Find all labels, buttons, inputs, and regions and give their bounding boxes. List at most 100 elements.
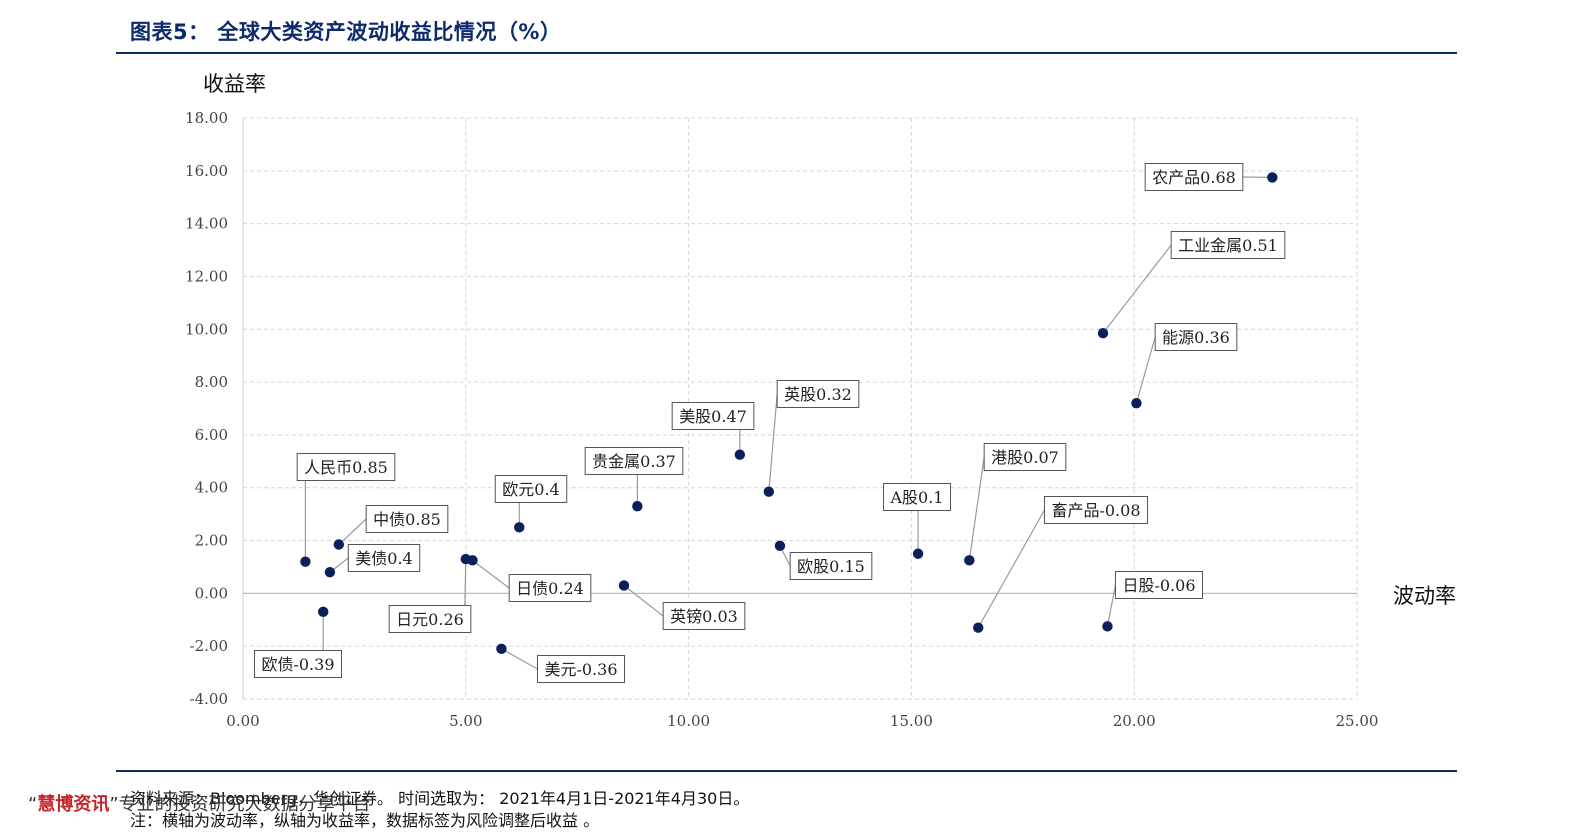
y-tick-label: 4.00 — [195, 479, 228, 497]
data-point — [632, 501, 643, 512]
data-label: 美债0.4 — [355, 549, 412, 568]
label-leader-line — [472, 559, 510, 589]
data-label: 农产品0.68 — [1152, 168, 1236, 187]
data-label-box — [1144, 163, 1244, 191]
y-tick-label: 18.00 — [185, 109, 228, 127]
x-tick-label: 5.00 — [449, 712, 482, 730]
label-leader-line — [501, 648, 538, 670]
data-label-box — [494, 475, 568, 503]
chart-title: 图表5： 全球大类资产波动收益比情况（%） — [130, 20, 562, 44]
data-label-box — [347, 544, 421, 572]
data-point — [467, 555, 478, 566]
y-tick-label: 2.00 — [195, 532, 228, 550]
data-label-box — [388, 605, 472, 633]
data-point — [964, 555, 975, 566]
data-point — [774, 540, 786, 552]
data-label-box — [365, 505, 449, 533]
data-label: A股0.1 — [889, 488, 943, 507]
data-label: 中债0.85 — [373, 510, 441, 529]
watermark-text: 专业的投资研究大数据分享平台 — [118, 794, 371, 815]
y-tick-label: 16.00 — [185, 162, 228, 180]
data-point — [318, 606, 329, 618]
source-note: 资料来源：Bloomberg，华创证券。 时间选取为： 2021年4月1日-20… — [130, 789, 750, 808]
watermark-quote-open: “ — [28, 794, 38, 815]
data-label-box — [1170, 231, 1286, 259]
footer-divider — [116, 770, 1457, 772]
data-label-box — [584, 447, 684, 475]
x-tick-label: 10.00 — [667, 712, 710, 730]
label-leader-line — [338, 518, 367, 545]
scatter-chart: 0.00 5.00 10.00 15.00 20.00 25.00 18.00 16.00 14… — [185, 72, 1456, 730]
data-label-box — [508, 574, 592, 602]
data-point — [1102, 621, 1113, 632]
data-point — [1131, 398, 1142, 409]
y-tick-label: 10.00 — [185, 320, 228, 338]
data-label: 美元-0.36 — [544, 660, 617, 679]
data-label-box — [1043, 496, 1149, 524]
data-label: 欧元0.4 — [502, 480, 559, 499]
x-tick-label: 25.00 — [1336, 712, 1379, 730]
data-label-box — [983, 443, 1067, 471]
data-point — [912, 548, 924, 559]
y-tick-label: 6.00 — [195, 426, 228, 444]
y-tick-label: 12.00 — [185, 267, 228, 285]
data-point — [496, 643, 507, 655]
label-leader-line — [1102, 244, 1172, 334]
data-point — [618, 580, 630, 591]
axis-note: 注：横轴为波动率，纵轴为收益率，数据标签为风险调整后收益 。 — [130, 811, 600, 830]
data-label: 港股0.07 — [991, 448, 1059, 467]
data-label-box — [253, 650, 343, 678]
data-label: 英股0.32 — [784, 385, 852, 404]
y-tick-label: -4.00 — [190, 690, 228, 708]
data-label: 日债0.24 — [516, 579, 584, 598]
x-axis-title: 波动率 — [1393, 584, 1456, 608]
data-label: 美股0.47 — [679, 407, 747, 426]
data-label: 日股-0.06 — [1122, 576, 1195, 595]
data-label-box — [671, 402, 755, 430]
data-label: 贵金属0.37 — [592, 452, 676, 471]
label-leader-line — [968, 456, 985, 561]
data-label: 日元0.26 — [396, 610, 464, 629]
data-point — [333, 539, 345, 550]
data-point — [1097, 328, 1109, 339]
data-label-box — [789, 552, 873, 580]
data-point — [763, 486, 775, 497]
data-label: 能源0.36 — [1162, 328, 1230, 347]
data-label-box — [536, 655, 626, 683]
label-leader-line — [768, 393, 778, 492]
data-point — [514, 522, 525, 533]
data-point — [973, 622, 984, 633]
data-label-box — [1114, 571, 1204, 599]
data-label: 畜产品-0.08 — [1051, 501, 1140, 520]
data-label: 欧股0.15 — [797, 557, 865, 576]
header-divider — [116, 52, 1457, 54]
data-label-box — [1154, 323, 1238, 351]
data-label-box — [296, 453, 396, 481]
label-leader-line — [623, 584, 664, 617]
data-point — [734, 449, 746, 460]
data-label-box — [882, 483, 952, 511]
y-tick-label: -2.00 — [190, 637, 228, 655]
y-axis-title: 收益率 — [203, 72, 266, 96]
label-leader-line — [1135, 336, 1156, 404]
label-leader-line — [1106, 584, 1117, 627]
x-tick-label: 15.00 — [890, 712, 933, 730]
watermark: “慧博资讯”专业的投资研究大数据分享平台 — [28, 790, 371, 816]
watermark-brand: 慧博资讯 — [37, 794, 110, 815]
data-point — [1267, 172, 1278, 183]
data-label-box — [662, 602, 746, 630]
data-point — [300, 556, 311, 567]
label-leader-line — [464, 559, 467, 606]
y-tick-label: 0.00 — [195, 584, 228, 602]
data-points-layer: 农产品0.68 工业金属0.51 能源0.36 美股0.47 英股0.32 贵金属0.37… — [253, 163, 1286, 683]
data-label: 欧债-0.39 — [261, 655, 334, 674]
data-label-box — [776, 380, 860, 408]
data-label: 工业金属0.51 — [1178, 236, 1278, 255]
watermark-quote-close: ” — [109, 794, 119, 815]
label-leader-line — [977, 509, 1045, 628]
x-tick-label: 20.00 — [1113, 712, 1156, 730]
y-tick-label: 14.00 — [185, 215, 228, 233]
data-point — [324, 567, 336, 578]
data-label: 人民币0.85 — [304, 458, 388, 477]
y-tick-label: 8.00 — [195, 373, 228, 391]
